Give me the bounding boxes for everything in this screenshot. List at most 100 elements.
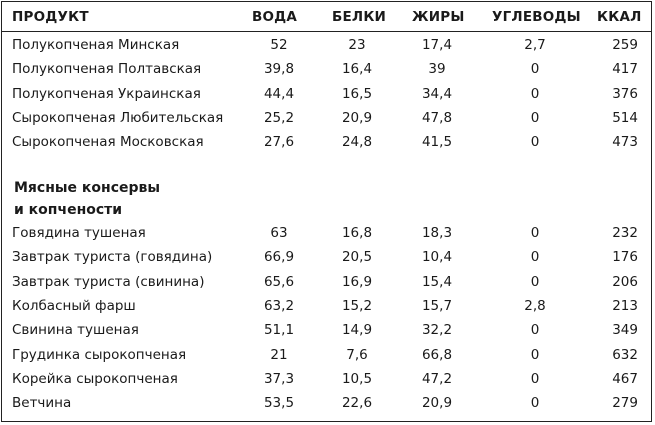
table-row: Грудинка сырокопченая 21 7,6 66,8 0 632 bbox=[2, 343, 651, 367]
table-row: Сырокопченая Московская 27,6 24,8 41,5 0 473 bbox=[2, 130, 651, 154]
cell-kcal: 206 bbox=[612, 273, 638, 290]
cell-carbs: 0 bbox=[530, 134, 540, 151]
cell-product: Колбасный фарш bbox=[12, 297, 136, 314]
cell-carbs: 0 bbox=[530, 249, 540, 266]
cell-fat: 17,4 bbox=[421, 37, 453, 53]
header-kcal: ККАЛ bbox=[597, 9, 642, 25]
cell-fat: 10,4 bbox=[421, 249, 453, 266]
cell-fat: 15,7 bbox=[421, 297, 453, 314]
section-title-line1: Мясные консервы bbox=[14, 180, 161, 196]
cell-product: Завтрак туриста (говядина) bbox=[12, 249, 213, 266]
cell-kcal: 514 bbox=[612, 109, 638, 126]
cell-water: 21 bbox=[270, 346, 288, 363]
cell-fat: 39 bbox=[428, 61, 446, 78]
cell-fat: 41,5 bbox=[421, 134, 453, 151]
cell-water: 51,1 bbox=[263, 322, 295, 339]
cell-product: Полукопченая Полтавская bbox=[12, 61, 202, 78]
cell-protein: 24,8 bbox=[341, 134, 373, 151]
cell-carbs: 0 bbox=[530, 322, 540, 339]
cell-carbs: 0 bbox=[530, 225, 540, 241]
cell-water: 52 bbox=[270, 37, 288, 53]
header-water: ВОДА bbox=[252, 9, 298, 25]
table-row: Полукопченая Минская 52 23 17,4 2,7 259 bbox=[2, 33, 651, 57]
cell-kcal: 467 bbox=[612, 370, 638, 387]
cell-carbs: 0 bbox=[530, 395, 540, 412]
cell-carbs: 2,7 bbox=[524, 37, 546, 53]
cell-water: 39,8 bbox=[263, 61, 295, 78]
table-row: Говядина тушеная 63 16,8 18,3 0 232 bbox=[2, 221, 651, 245]
cell-kcal: 473 bbox=[612, 134, 638, 151]
header-protein: БЕЛКИ bbox=[332, 9, 387, 25]
cell-kcal: 213 bbox=[612, 297, 638, 314]
cell-kcal: 632 bbox=[612, 346, 638, 363]
cell-product: Полукопченая Украинская bbox=[12, 85, 201, 102]
cell-water: 66,9 bbox=[263, 249, 295, 266]
cell-fat: 34,4 bbox=[421, 85, 453, 102]
cell-product: Полукопченая Минская bbox=[12, 37, 180, 53]
header-product: ПРОДУКТ bbox=[12, 9, 89, 25]
cell-water: 44,4 bbox=[263, 85, 295, 102]
cell-product: Сырокопченая Любительская bbox=[12, 109, 224, 126]
cell-protein: 10,5 bbox=[341, 370, 373, 387]
cell-water: 65,6 bbox=[263, 273, 295, 290]
cell-protein: 7,6 bbox=[346, 346, 368, 363]
cell-water: 37,3 bbox=[263, 370, 295, 387]
cell-product: Корейка сырокопченая bbox=[12, 370, 178, 387]
table-row: Свинина тушеная 51,1 14,9 32,2 0 349 bbox=[2, 318, 651, 342]
table-row: Ветчина 53,5 22,6 20,9 0 279 bbox=[2, 391, 651, 415]
table-row: Завтрак туриста (говядина) 66,9 20,5 10,4 0 1… bbox=[2, 245, 651, 269]
cell-protein: 15,2 bbox=[341, 297, 373, 314]
cell-product: Завтрак туриста (свинина) bbox=[12, 273, 205, 290]
cell-kcal: 259 bbox=[612, 37, 638, 53]
cell-carbs: 0 bbox=[530, 109, 540, 126]
cell-fat: 32,2 bbox=[421, 322, 453, 339]
cell-protein: 16,5 bbox=[341, 85, 373, 102]
cell-kcal: 232 bbox=[612, 225, 638, 241]
cell-carbs: 0 bbox=[530, 61, 540, 78]
cell-carbs: 0 bbox=[530, 85, 540, 102]
cell-protein: 16,8 bbox=[341, 225, 373, 241]
cell-protein: 22,6 bbox=[341, 395, 373, 412]
cell-fat: 15,4 bbox=[421, 273, 453, 290]
cell-protein: 16,9 bbox=[341, 273, 373, 290]
cell-water: 63,2 bbox=[263, 297, 295, 314]
cell-kcal: 376 bbox=[612, 85, 638, 102]
cell-product: Свинина тушеная bbox=[12, 322, 139, 339]
cell-kcal: 176 bbox=[612, 249, 638, 266]
cell-water: 25,2 bbox=[263, 109, 295, 126]
table-row: Полукопченая Полтавская 39,8 16,4 39 0 417 bbox=[2, 57, 651, 81]
cell-fat: 66,8 bbox=[421, 346, 453, 363]
cell-kcal: 279 bbox=[612, 395, 638, 412]
header-fat: ЖИРЫ bbox=[412, 9, 465, 25]
cell-kcal: 417 bbox=[612, 61, 638, 78]
cell-protein: 20,5 bbox=[341, 249, 373, 266]
table-row: Сырокопченая Любительская 25,2 20,9 47,8 0 51… bbox=[2, 106, 651, 130]
cell-water: 63 bbox=[270, 225, 288, 241]
table-row: Полукопченая Украинская 44,4 16,5 34,4 0 376 bbox=[2, 82, 651, 106]
cell-product: Грудинка сырокопченая bbox=[12, 346, 187, 363]
cell-carbs: 0 bbox=[530, 370, 540, 387]
table-header: ПРОДУКТ ВОДА БЕЛКИ ЖИРЫ УГЛЕВОДЫ ККАЛ bbox=[2, 2, 651, 32]
cell-water: 27,6 bbox=[263, 134, 295, 151]
table-row: Корейка сырокопченая 37,3 10,5 47,2 0 467 bbox=[2, 367, 651, 391]
cell-fat: 18,3 bbox=[421, 225, 453, 241]
cell-fat: 47,2 bbox=[421, 370, 453, 387]
cell-product: Ветчина bbox=[12, 395, 72, 412]
cell-protein: 14,9 bbox=[341, 322, 373, 339]
section-title: Мясные консервы и копчености bbox=[14, 177, 160, 221]
cell-carbs: 0 bbox=[530, 273, 540, 290]
cell-carbs: 0 bbox=[530, 346, 540, 363]
cell-product: Говядина тушеная bbox=[12, 225, 146, 241]
section-title-line2: и копчености bbox=[14, 202, 123, 218]
cell-fat: 47,8 bbox=[421, 109, 453, 126]
cell-product: Сырокопченая Московская bbox=[12, 134, 204, 151]
cell-carbs: 2,8 bbox=[524, 297, 546, 314]
table-row: Завтрак туриста (свинина) 65,6 16,9 15,4 0 20… bbox=[2, 270, 651, 294]
cell-protein: 16,4 bbox=[341, 61, 373, 78]
cell-kcal: 349 bbox=[612, 322, 638, 339]
cell-protein: 20,9 bbox=[341, 109, 373, 126]
table-row: Колбасный фарш 63,2 15,2 15,7 2,8 213 bbox=[2, 294, 651, 318]
cell-fat: 20,9 bbox=[421, 395, 453, 412]
cell-protein: 23 bbox=[348, 37, 366, 53]
